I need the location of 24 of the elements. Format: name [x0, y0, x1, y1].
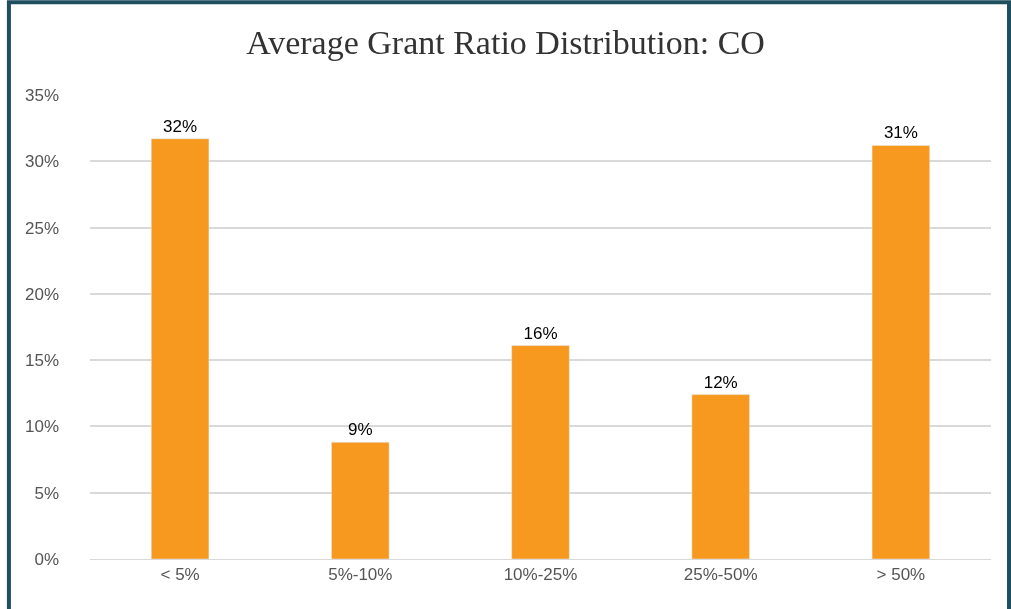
x-tick-label: < 5% — [160, 565, 200, 585]
bar — [511, 345, 570, 559]
bar — [871, 145, 930, 559]
y-tick-label: 10% — [24, 417, 59, 437]
chart-title: Average Grant Ratio Distribution: CO — [246, 24, 765, 62]
bar — [331, 442, 390, 559]
y-tick-label: 25% — [24, 218, 59, 238]
y-tick-label: 35% — [24, 85, 59, 105]
x-tick-label: 5%-10% — [328, 565, 393, 585]
bar — [691, 394, 750, 559]
data-label: 9% — [348, 420, 373, 440]
x-tick-label: > 50% — [876, 565, 926, 585]
y-tick-label: 0% — [34, 549, 59, 569]
y-tick-label: 30% — [24, 152, 59, 172]
data-label: 32% — [163, 116, 198, 136]
bar — [151, 138, 210, 559]
x-tick-label: 25%-50% — [683, 565, 758, 585]
data-label: 12% — [703, 372, 738, 392]
x-tick-label: 10%-25% — [503, 565, 578, 585]
y-tick-label: 20% — [24, 284, 59, 304]
data-label: 31% — [883, 123, 918, 143]
y-tick-label: 5% — [34, 483, 59, 503]
y-tick-label: 15% — [24, 351, 59, 371]
data-label: 16% — [523, 323, 558, 343]
